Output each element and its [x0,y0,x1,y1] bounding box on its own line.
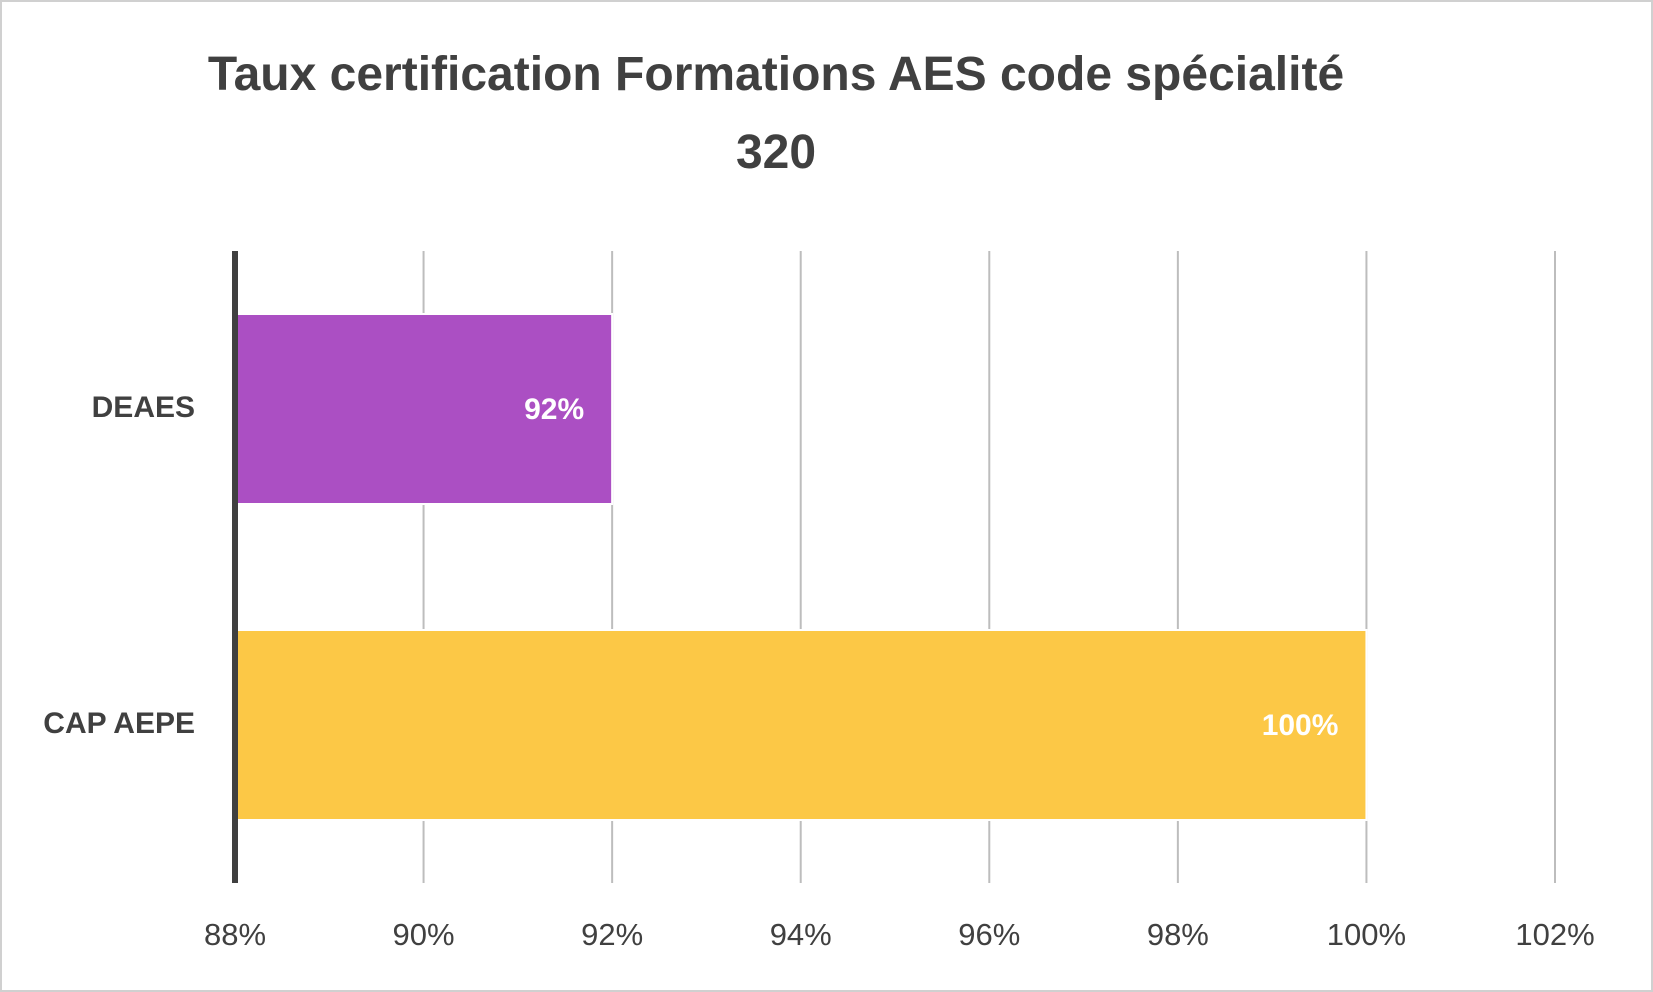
value-label: 92% [524,393,584,426]
chart-title: Taux certification Formations AES code s… [207,48,1345,179]
x-tick-label: 98% [1147,917,1209,952]
x-tick-label: 96% [958,917,1020,952]
x-tick-label: 102% [1515,917,1594,952]
x-tick-label: 92% [581,917,643,952]
y-tick-label: DEAES [92,391,195,424]
x-tick-label: 100% [1327,917,1406,952]
y-tick-label: CAP AEPE [43,707,195,740]
value-label: 100% [1262,709,1339,742]
x-tick-label: 94% [770,917,832,952]
x-tick-label: 88% [204,917,266,952]
x-tick-label: 90% [393,917,455,952]
bar [234,313,614,505]
bar [234,629,1368,821]
